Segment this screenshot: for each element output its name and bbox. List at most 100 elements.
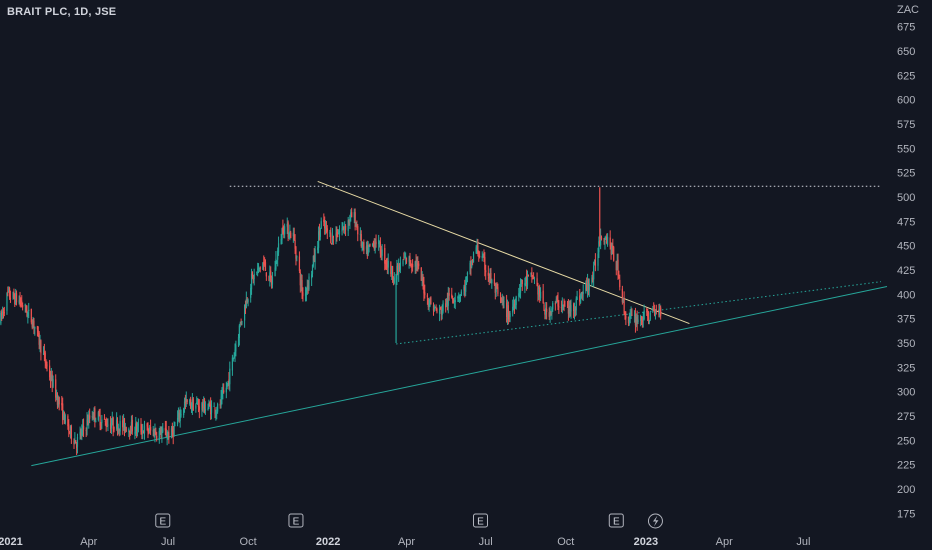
candle-body <box>1 311 3 316</box>
candle-body <box>109 423 112 430</box>
candle-body <box>660 307 662 316</box>
candle-body <box>418 263 420 267</box>
price-tick-label: 175 <box>897 508 915 520</box>
candle-body <box>51 374 53 388</box>
candle-body <box>306 286 308 290</box>
candle-body <box>275 258 277 270</box>
candle-body <box>88 415 90 424</box>
candle-body <box>100 424 102 426</box>
candle-body <box>238 325 240 338</box>
candle-body <box>374 242 376 250</box>
candle-body <box>174 425 176 427</box>
candle-body <box>184 401 187 403</box>
candle-body <box>653 310 656 316</box>
candle-body <box>268 275 270 281</box>
candle-body <box>484 256 486 270</box>
candle-body <box>253 273 255 280</box>
candle-body <box>581 292 583 294</box>
candle-body <box>551 308 553 314</box>
candle-body <box>509 313 511 318</box>
candle-body <box>191 400 193 409</box>
candle-body <box>146 424 148 427</box>
candle-body <box>372 241 375 243</box>
candle-body <box>227 381 229 383</box>
candle-body <box>250 274 253 290</box>
candle-body <box>8 287 11 298</box>
candle-body <box>605 237 607 240</box>
candle-body <box>164 427 166 431</box>
candle-body <box>398 267 401 269</box>
candle-body <box>294 240 296 249</box>
candle-body <box>378 241 381 243</box>
candle-body <box>201 403 203 410</box>
candle-body <box>349 215 351 223</box>
candle-body <box>399 262 402 270</box>
candlestick-series <box>0 187 662 456</box>
currency-label: ZAC <box>897 4 919 16</box>
candle-body <box>183 408 185 416</box>
candle-body <box>43 351 45 354</box>
candle-body <box>369 243 371 246</box>
time-tick-label: Apr <box>398 536 415 548</box>
candle-body <box>93 409 95 417</box>
candle-body <box>532 278 534 280</box>
candle-body <box>298 256 301 272</box>
candle-body <box>240 321 242 324</box>
candle-body <box>561 304 563 307</box>
time-tick-label: 2023 <box>634 536 658 548</box>
candle-body <box>613 247 615 261</box>
candle-body <box>58 397 60 405</box>
candle-body <box>445 303 447 308</box>
candle-body <box>525 277 527 282</box>
candle-body <box>600 235 602 246</box>
candle-body <box>363 241 365 251</box>
candle-body <box>537 286 539 295</box>
price-tick-label: 300 <box>897 387 915 399</box>
candle-body <box>107 424 109 426</box>
candle-body <box>64 414 66 424</box>
candle-body <box>69 431 71 433</box>
candle-body <box>311 274 313 279</box>
candle-body <box>148 432 150 434</box>
candle-body <box>243 304 246 321</box>
candle-body <box>33 320 35 328</box>
candle-body <box>359 233 361 235</box>
candle-body <box>521 279 523 285</box>
candle-body <box>135 423 137 434</box>
candle-body <box>136 423 138 432</box>
candle-body <box>491 279 493 284</box>
candle-body <box>319 228 321 237</box>
candle-body <box>569 305 571 311</box>
candle-body <box>214 407 216 415</box>
candle-body <box>530 272 532 275</box>
candle-body <box>623 297 625 314</box>
candle-body <box>606 236 609 245</box>
candle-body <box>113 427 115 431</box>
price-tick-label: 325 <box>897 362 915 374</box>
candle-body <box>539 287 541 297</box>
candle-body <box>402 260 404 265</box>
time-axis[interactable]: 2021 Apr Jul Oct 2022 Apr Jul Oct 2023 Apr Jul <box>0 536 810 548</box>
price-axis[interactable]: ZAC 175 200 225 250 275 300 325 350 375 400 425 450… <box>897 4 919 520</box>
candle-body <box>105 422 107 427</box>
candle-body <box>223 390 225 393</box>
candle-body <box>203 399 205 409</box>
candle-body <box>479 255 481 258</box>
time-tick-label: Oct <box>240 536 257 548</box>
candle-body <box>448 293 450 296</box>
candle-body <box>190 407 193 409</box>
earnings-marker <box>608 513 624 528</box>
candle-body <box>283 232 285 234</box>
candle-body <box>13 291 15 298</box>
candle-body <box>61 403 63 406</box>
candle-body <box>548 312 550 317</box>
candle-body <box>284 226 286 235</box>
candle-body <box>539 291 542 299</box>
candle-body <box>387 260 389 268</box>
earnings-marker <box>472 513 488 528</box>
candle-body <box>302 292 304 297</box>
candle-body <box>189 399 191 404</box>
candle-body <box>8 289 10 291</box>
candle-body <box>305 288 308 295</box>
